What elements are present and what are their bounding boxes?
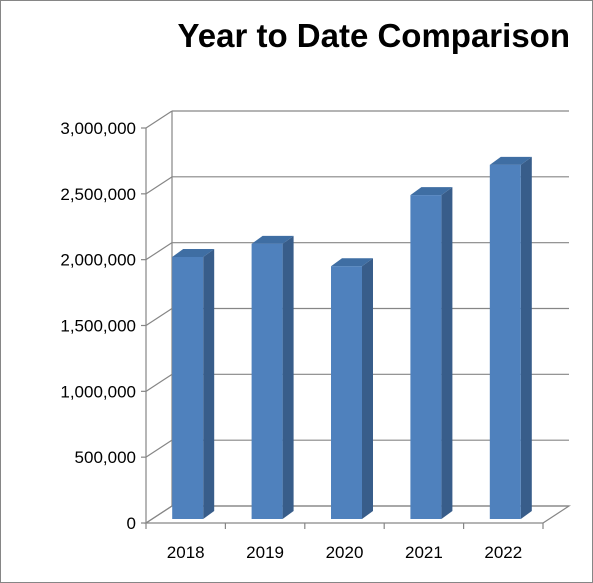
x-tick-label: 2022 xyxy=(484,543,522,562)
bar-side xyxy=(441,187,453,519)
y-tick-label: 500,000 xyxy=(75,448,136,467)
gridline-depth xyxy=(145,176,173,195)
bar-2019 xyxy=(251,235,294,520)
y-tick-label: 2,000,000 xyxy=(60,251,136,270)
y-tick-label: 1,500,000 xyxy=(60,317,136,336)
bar-side xyxy=(203,248,215,519)
gridline-depth xyxy=(145,110,173,129)
bar-2021 xyxy=(410,187,453,519)
gridline-depth xyxy=(145,439,173,458)
y-tick-label: 2,500,000 xyxy=(60,185,136,204)
y-tick-label: 0 xyxy=(127,514,136,533)
y-tick-label: 1,000,000 xyxy=(60,382,136,401)
x-tick-label: 2018 xyxy=(167,543,205,562)
bar-top xyxy=(251,235,294,244)
bar-2018 xyxy=(172,248,215,519)
gridline-depth xyxy=(145,242,173,261)
x-tick-label: 2019 xyxy=(246,543,284,562)
x-tick-label: 2020 xyxy=(326,543,364,562)
bar-top xyxy=(331,258,373,267)
bar-front xyxy=(331,266,362,519)
bar-top xyxy=(410,187,453,196)
bar-side xyxy=(362,258,373,519)
bars-layer xyxy=(172,156,532,520)
bar-side xyxy=(282,235,294,520)
gridline-depth xyxy=(145,307,173,327)
y-tick-label: 3,000,000 xyxy=(60,119,136,138)
bar-2022 xyxy=(489,156,532,520)
chart-title: Year to Date Comparison xyxy=(177,17,570,54)
chart-floor xyxy=(143,505,572,524)
labels-layer: 0 500,000 1,000,000 1,500,000 2,000,000 2,500… xyxy=(60,119,522,562)
bar-top xyxy=(172,248,215,257)
bar-top xyxy=(489,156,532,165)
bar-2020 xyxy=(331,258,373,519)
x-tick-label: 2021 xyxy=(405,543,443,562)
bar-front xyxy=(410,195,442,519)
bar-front xyxy=(489,164,521,520)
bar-side xyxy=(520,156,532,520)
bar-front xyxy=(251,243,283,520)
gridline-depth xyxy=(145,373,173,392)
bar-front xyxy=(172,256,204,519)
